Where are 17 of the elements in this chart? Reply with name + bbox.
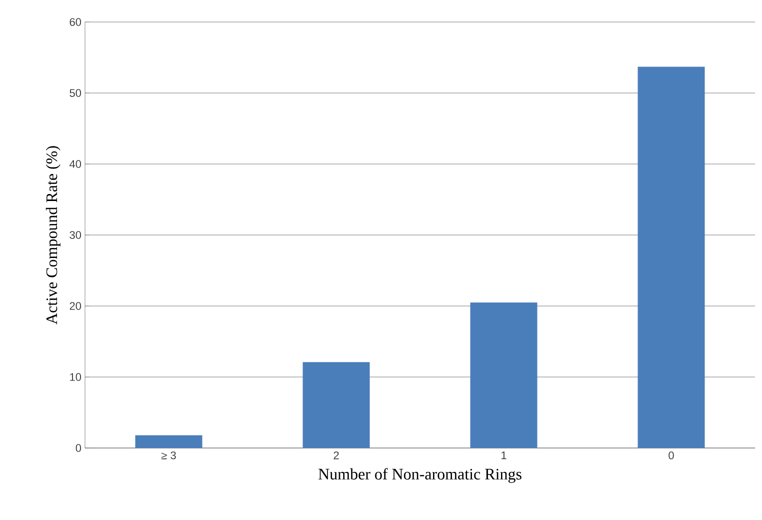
y-tick-label: 30 bbox=[70, 231, 82, 239]
x-tick-label: 0 bbox=[668, 452, 674, 460]
y-tick-label: 60 bbox=[70, 18, 82, 26]
y-axis-title: Active Compound Rate (%) bbox=[46, 146, 60, 324]
bar bbox=[302, 362, 370, 448]
x-axis-title: Number of Non-aromatic Rings bbox=[318, 468, 522, 483]
bar bbox=[135, 435, 202, 448]
y-tick-label: 0 bbox=[76, 444, 82, 452]
bar bbox=[470, 302, 538, 448]
x-tick-label: 1 bbox=[502, 452, 506, 460]
y-tick-label: 40 bbox=[69, 160, 82, 168]
y-tick-label: 50 bbox=[70, 89, 82, 97]
bar bbox=[638, 66, 705, 448]
x-tick-label: 2 bbox=[334, 452, 339, 460]
y-tick-label: 10 bbox=[70, 373, 82, 381]
y-tick-label: 20 bbox=[70, 302, 82, 310]
x-tick-label: ≥ 3 bbox=[161, 452, 176, 460]
